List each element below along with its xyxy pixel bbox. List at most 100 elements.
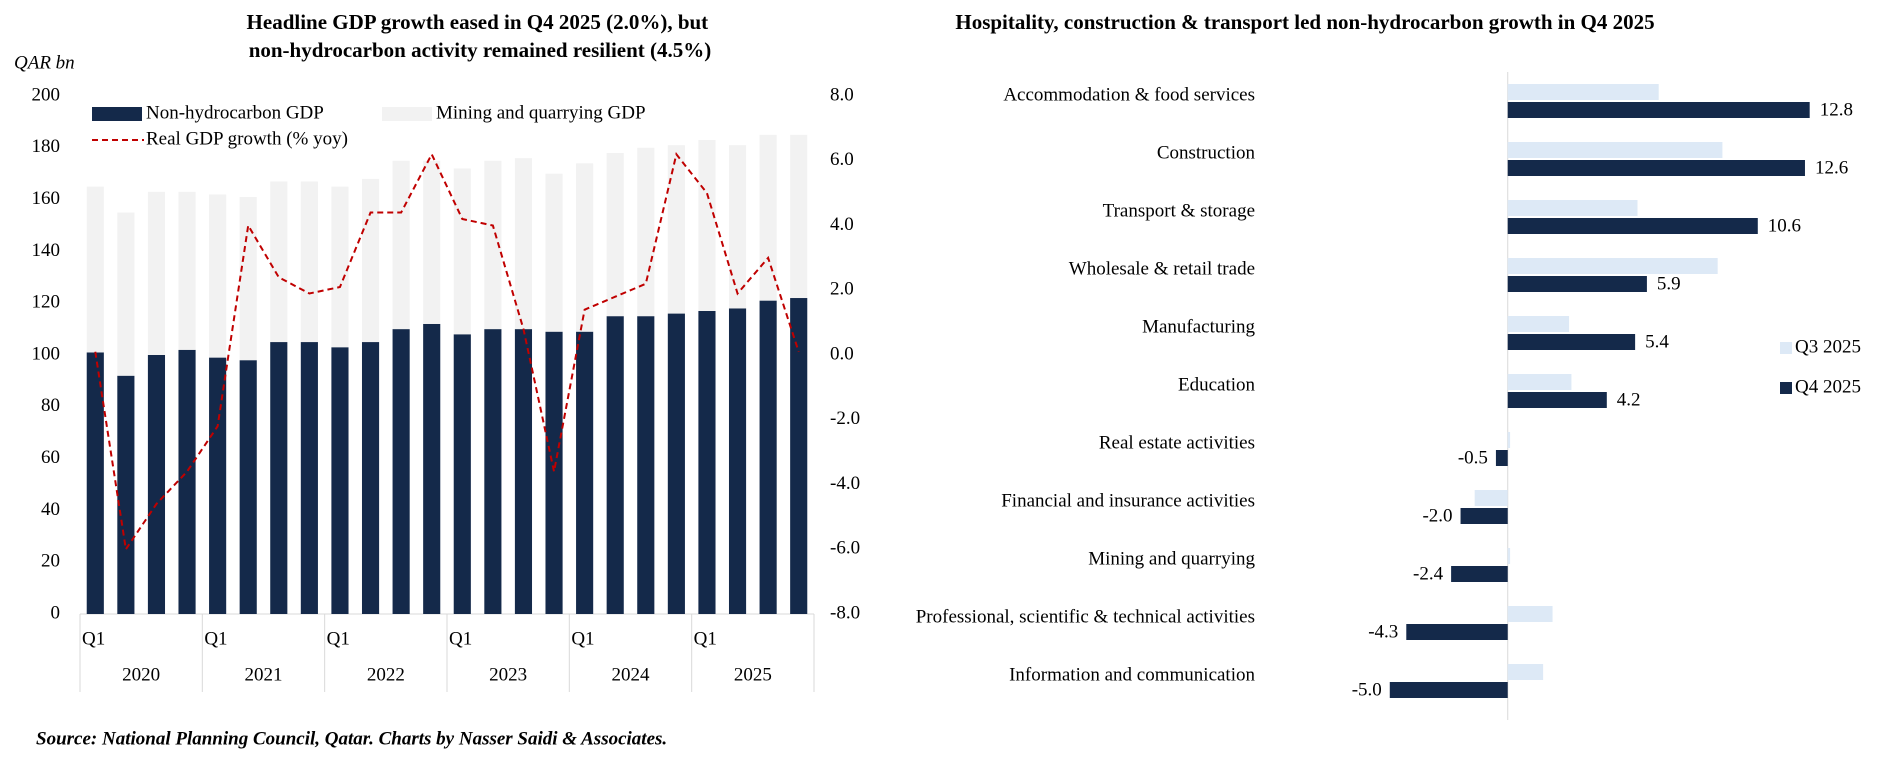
bar [1507, 432, 1511, 448]
category-label: Manufacturing [1142, 316, 1255, 337]
bar [1451, 566, 1508, 582]
bar-segment [86, 186, 104, 353]
bar-segment [209, 194, 227, 358]
bar [1507, 84, 1659, 100]
bar-segment [423, 323, 441, 614]
bar-segment [209, 357, 227, 614]
bar-segment [331, 186, 349, 348]
bar-segment [576, 163, 594, 332]
y-tick-label: 40 [41, 499, 60, 520]
x-group-label: 2023 [489, 664, 527, 685]
legend-label: Q3 2025 [1795, 336, 1861, 357]
bar [1389, 682, 1508, 698]
y-axis-label: QAR bn [14, 52, 75, 73]
source-note: Source: National Planning Council, Qatar… [36, 728, 667, 749]
bar-segment [667, 145, 685, 314]
legend-label: Real GDP growth (% yoy) [146, 128, 348, 149]
bar [1460, 508, 1508, 524]
y2-tick-label: 2.0 [830, 279, 854, 300]
value-label: -2.0 [1422, 505, 1452, 526]
bar-segment [545, 331, 563, 614]
value-label: -2.4 [1413, 563, 1444, 584]
x-group-label: 2021 [245, 664, 283, 685]
bar-segment [86, 352, 104, 614]
x-group-label: 2025 [734, 664, 772, 685]
x-tick-label: Q1 [571, 628, 594, 649]
bar-segment [484, 160, 502, 330]
bar [1507, 258, 1718, 274]
line-series [94, 152, 800, 552]
bar-segment [637, 147, 655, 317]
bar-segment [147, 191, 166, 355]
bar-segment [392, 160, 410, 330]
bar-segment [239, 197, 257, 361]
legend-swatch [382, 107, 432, 121]
category-label: Real estate activities [1099, 432, 1255, 453]
y-tick-label: 60 [41, 447, 60, 468]
y-tick-label: 100 [32, 343, 61, 364]
value-label: 10.6 [1768, 215, 1801, 236]
category-label: Education [1178, 374, 1256, 395]
y-tick-label: 140 [32, 240, 61, 261]
bar-segment [239, 360, 257, 614]
bar [1495, 450, 1508, 466]
x-tick-label: Q1 [694, 628, 717, 649]
bar [1507, 316, 1570, 332]
y-tick-label: 80 [41, 395, 60, 416]
bar-segment [361, 342, 380, 614]
value-label: -0.5 [1458, 447, 1488, 468]
category-label: Financial and insurance activities [1001, 490, 1255, 511]
bar [1507, 102, 1810, 118]
y-tick-label: 160 [32, 188, 61, 209]
bar-segment [300, 181, 318, 343]
bar [1507, 664, 1544, 680]
y2-tick-label: -4.0 [830, 473, 860, 494]
bar-segment [790, 298, 808, 614]
bar [1507, 276, 1647, 292]
x-tick-label: Q1 [82, 628, 105, 649]
category-label: Mining and quarrying [1088, 548, 1255, 569]
bar-segment [392, 329, 410, 614]
bar [1507, 218, 1758, 234]
bar-segment [117, 212, 135, 376]
bar [1507, 392, 1607, 408]
y2-tick-label: -2.0 [830, 408, 860, 429]
bar-segment [698, 310, 716, 614]
bar-segment [270, 181, 288, 343]
y-tick-label: 120 [32, 292, 61, 313]
legend-swatch [92, 107, 142, 121]
legend-label: Non-hydrocarbon GDP [146, 102, 324, 123]
y2-tick-label: 6.0 [830, 149, 854, 170]
y2-tick-label: -8.0 [830, 602, 860, 623]
bar-segment [453, 168, 471, 335]
bar-segment [117, 375, 135, 614]
category-label: Construction [1157, 142, 1256, 163]
legend-label: Mining and quarrying GDP [436, 102, 646, 123]
value-label: 12.8 [1820, 99, 1853, 120]
bar-segment [361, 178, 380, 343]
value-label: 12.6 [1815, 157, 1848, 178]
y2-tick-label: 8.0 [830, 84, 854, 105]
value-label: 5.9 [1657, 273, 1681, 294]
y-tick-label: 0 [51, 602, 61, 623]
bar-segment [759, 300, 777, 614]
bar [1406, 624, 1508, 640]
value-label: -4.3 [1368, 621, 1398, 642]
y2-tick-label: 4.0 [830, 214, 854, 235]
y-tick-label: 180 [32, 136, 61, 157]
value-label: -5.0 [1352, 679, 1382, 700]
category-label: Professional, scientific & technical act… [916, 606, 1255, 627]
y2-tick-label: -6.0 [830, 538, 860, 559]
bar-segment [484, 329, 502, 614]
chart-title: Headline GDP growth eased in Q4 2025 (2.… [247, 10, 714, 62]
bar-segment [514, 329, 533, 614]
bar-segment [453, 334, 471, 614]
bar-segment [423, 160, 441, 324]
bar-segment [667, 313, 685, 614]
bar-segment [514, 158, 533, 330]
bar [1507, 142, 1723, 158]
x-tick-label: Q1 [449, 628, 472, 649]
bar-segment [576, 331, 594, 614]
bar [1507, 548, 1511, 564]
